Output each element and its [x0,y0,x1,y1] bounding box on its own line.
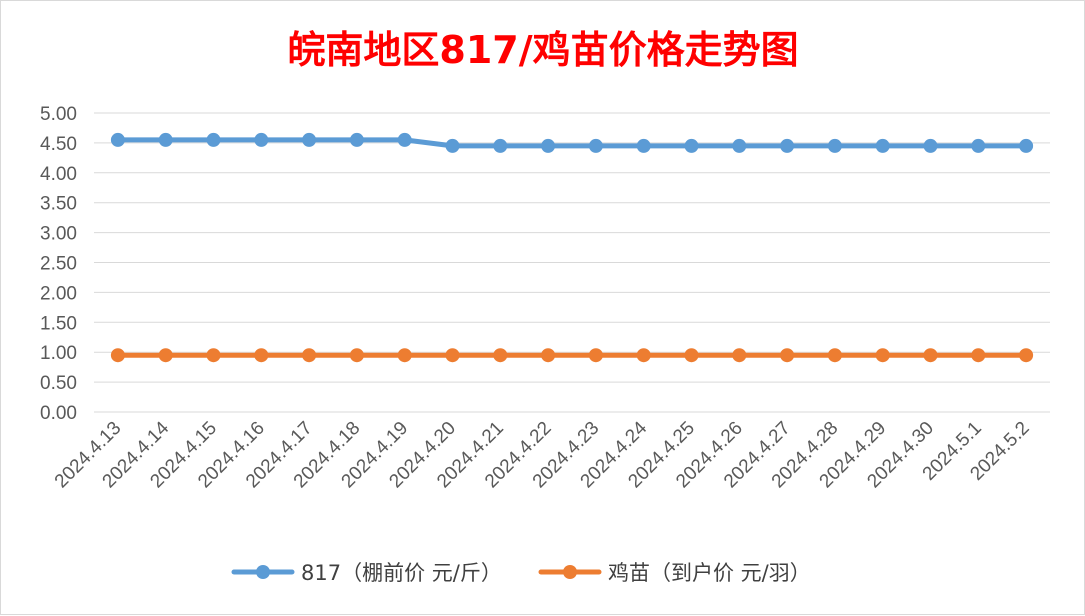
data-point [493,348,508,363]
legend-label: 817（棚前价 元/斤） [301,561,502,585]
data-point [397,348,412,363]
data-point [110,132,125,147]
data-point [780,348,795,363]
series-2 [110,348,1034,363]
data-point [971,138,986,153]
data-point [1019,348,1034,363]
x-axis: 2024.4.132024.4.142024.4.152024.4.162024… [51,417,1034,492]
data-point [302,132,317,147]
data-point [158,132,173,147]
legend-marker-swatch [256,565,270,579]
y-axis: 0.00 0.50 1.00 1.50 2.00 2.50 3.00 3.50 4.00 4.50… [40,104,77,424]
data-point [1019,138,1034,153]
data-point [684,138,699,153]
y-tick-label: 4.00 [40,164,77,185]
y-tick-label: 2.00 [40,283,77,304]
data-point [588,138,603,153]
data-point [349,348,364,363]
data-point [875,138,890,153]
y-tick-label: 1.50 [40,313,77,334]
data-point [827,138,842,153]
data-point [445,138,460,153]
gridlines [94,112,1050,413]
data-point [588,348,603,363]
y-tick-label: 3.50 [40,194,77,215]
legend-marker-swatch [563,565,577,579]
data-point [445,348,460,363]
data-point [923,348,938,363]
data-point [302,348,317,363]
data-point [923,138,938,153]
data-point [684,348,699,363]
chart-title: 皖南地区817/鸡苗价格走势图 [287,28,798,72]
data-point [110,348,125,363]
data-point [541,138,556,153]
legend-label: 鸡苗（到户价 元/羽） [608,561,811,585]
data-point [875,348,890,363]
legend: 817（棚前价 元/斤） 鸡苗（到户价 元/羽） [231,561,811,585]
data-point [493,138,508,153]
legend-item: 鸡苗（到户价 元/羽） [538,561,811,585]
data-point [206,348,221,363]
legend-item: 817（棚前价 元/斤） [231,561,502,585]
data-point [780,138,795,153]
data-point [397,132,412,147]
y-tick-label: 3.00 [40,224,77,245]
data-point [254,132,269,147]
data-point [349,132,364,147]
y-tick-label: 0.50 [40,373,77,394]
data-point [732,348,747,363]
y-tick-label: 2.50 [40,254,77,275]
series-layer [110,132,1034,363]
series-line [115,137,1029,149]
data-point [636,138,651,153]
data-point [254,348,269,363]
data-point [206,132,221,147]
data-point [158,348,173,363]
data-point [971,348,986,363]
data-point [732,138,747,153]
y-tick-label: 1.00 [40,343,77,364]
y-tick-label: 4.50 [40,134,77,155]
y-tick-label: 5.00 [40,104,77,125]
data-point [541,348,556,363]
series-1 [110,132,1034,153]
y-tick-label: 0.00 [40,403,77,424]
data-point [827,348,842,363]
data-point [636,348,651,363]
